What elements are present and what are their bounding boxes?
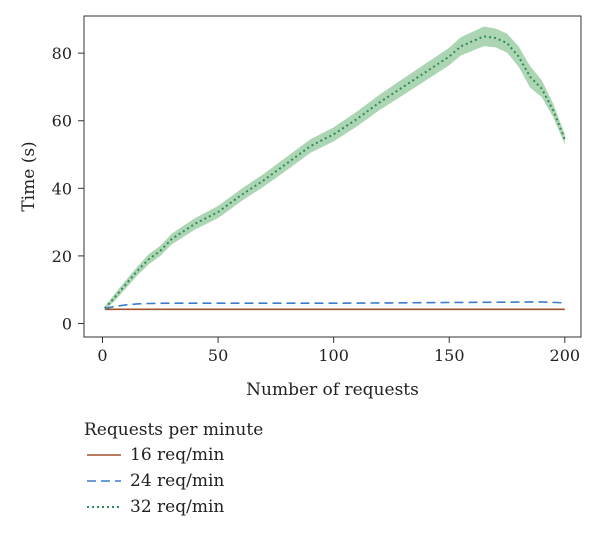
plot-area [104,26,566,311]
legend-entry-label: 32 req/min [130,497,224,517]
x-tick-label: 0 [97,346,107,365]
legend-entry-label: 16 req/min [130,445,224,465]
x-tick-label: 150 [434,346,465,365]
data-layer [104,26,566,311]
x-tick-label: 200 [550,346,581,365]
legend-title: Requests per minute [84,420,263,440]
series-line [104,35,566,309]
x-tick-label: 50 [208,346,228,365]
y-axis-title: Time (s) [19,141,39,211]
plot-frame [83,15,582,338]
axes [78,15,582,343]
y-tick-label: 40 [52,179,72,198]
x-axis-title: Number of requests [246,380,419,400]
legend-entry-label: 24 req/min [130,471,224,491]
x-tick-label: 100 [318,346,349,365]
series-confidence-band [104,26,565,310]
y-tick-label: 20 [52,247,72,266]
y-tick-label: 80 [52,44,72,63]
legend: Requests per minute 16 req/min 24 req/min… [84,420,263,517]
y-tick-label: 0 [62,314,72,333]
series-line [104,301,565,310]
tick-labels: 0 50 100 150 200 0 20 40 60 80 [52,44,580,365]
y-tick-label: 60 [52,112,72,131]
